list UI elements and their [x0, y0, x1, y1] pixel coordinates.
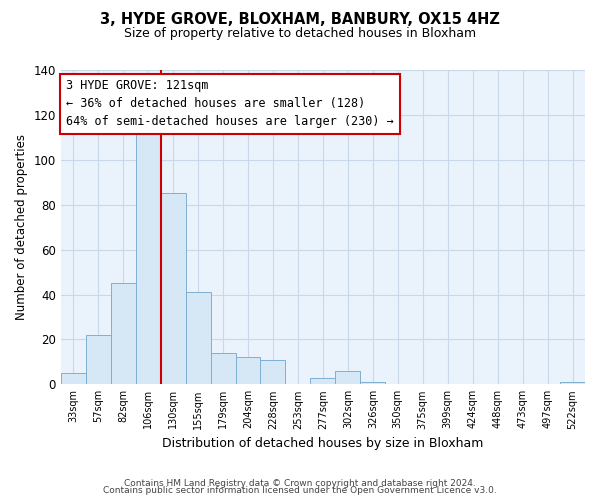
Text: Size of property relative to detached houses in Bloxham: Size of property relative to detached ho… [124, 28, 476, 40]
X-axis label: Distribution of detached houses by size in Bloxham: Distribution of detached houses by size … [162, 437, 484, 450]
Bar [61, 373, 86, 384]
Bar [310, 378, 335, 384]
Bar [560, 382, 585, 384]
Text: Contains public sector information licensed under the Open Government Licence v3: Contains public sector information licen… [103, 486, 497, 495]
Text: 3, HYDE GROVE, BLOXHAM, BANBURY, OX15 4HZ: 3, HYDE GROVE, BLOXHAM, BANBURY, OX15 4H… [100, 12, 500, 28]
Bar [111, 284, 136, 384]
Bar [361, 382, 385, 384]
Bar [260, 360, 286, 384]
Text: Contains HM Land Registry data © Crown copyright and database right 2024.: Contains HM Land Registry data © Crown c… [124, 478, 476, 488]
Bar [161, 194, 185, 384]
Bar [335, 371, 361, 384]
Bar [185, 292, 211, 384]
Text: 3 HYDE GROVE: 121sqm
← 36% of detached houses are smaller (128)
64% of semi-deta: 3 HYDE GROVE: 121sqm ← 36% of detached h… [66, 80, 394, 128]
Y-axis label: Number of detached properties: Number of detached properties [15, 134, 28, 320]
Bar [136, 126, 161, 384]
Bar [211, 353, 236, 384]
Bar [236, 358, 260, 384]
Bar [86, 335, 111, 384]
